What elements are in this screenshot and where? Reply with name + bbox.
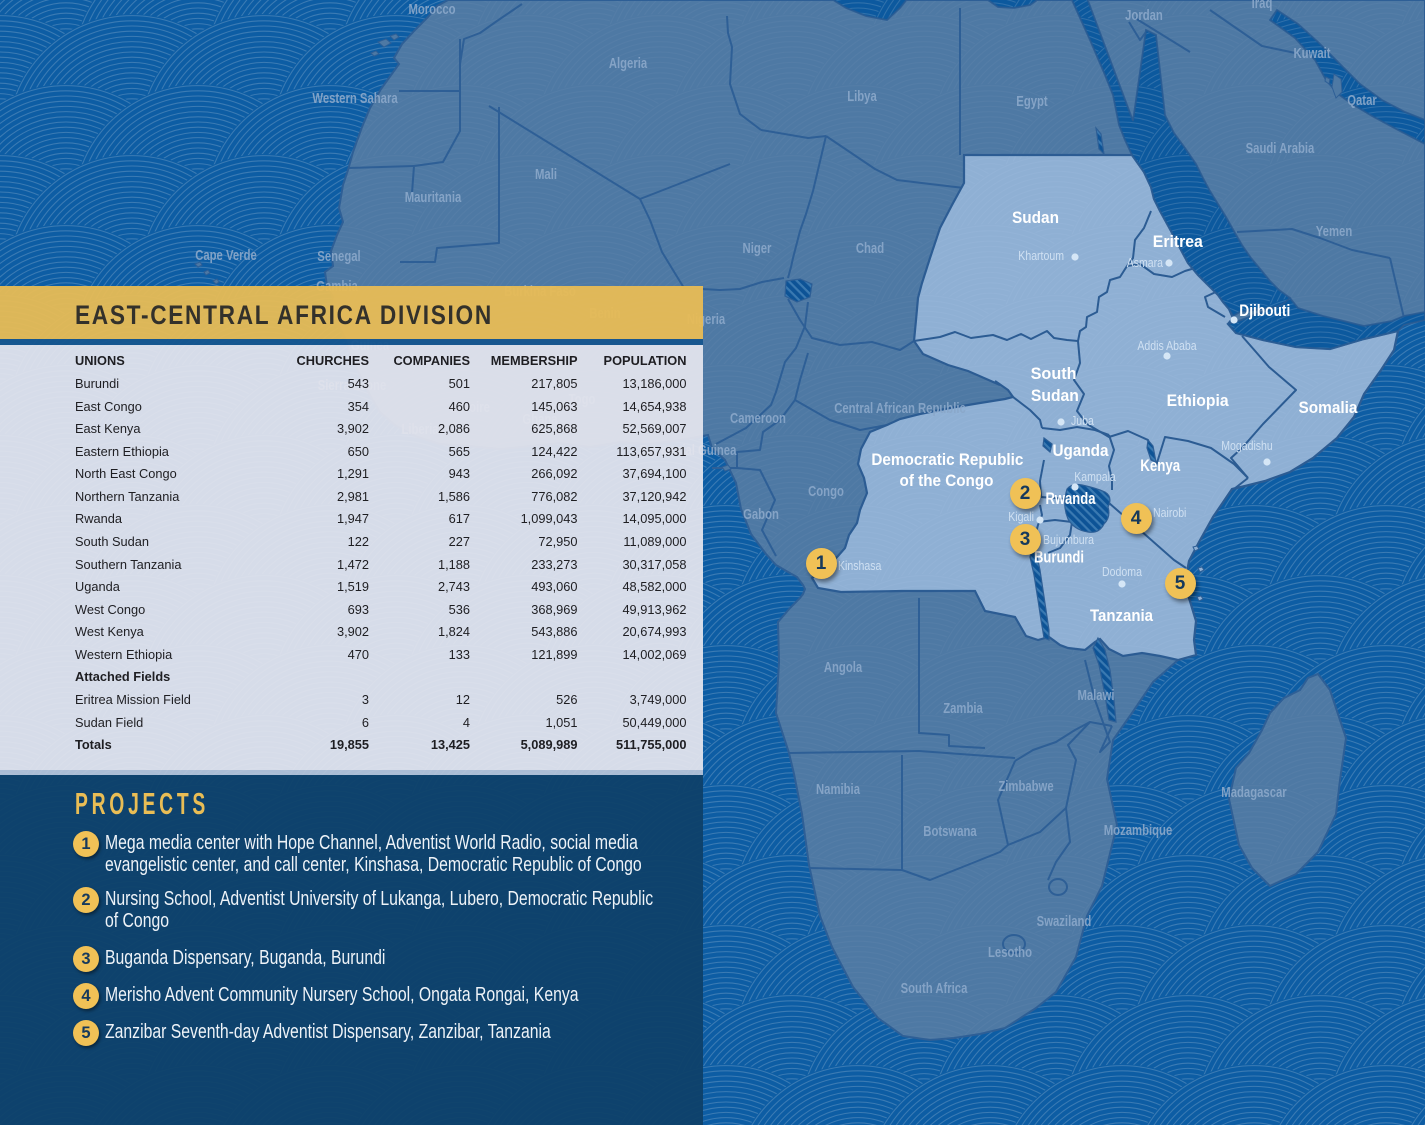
svg-text:Kigali: Kigali xyxy=(1008,509,1034,524)
svg-text:Libya: Libya xyxy=(847,89,877,105)
svg-text:Dodoma: Dodoma xyxy=(1102,564,1142,579)
svg-text:Kuwait: Kuwait xyxy=(1293,46,1330,62)
svg-text:South Africa: South Africa xyxy=(901,981,969,997)
svg-text:Algeria: Algeria xyxy=(609,56,648,72)
svg-text:Ethiopia: Ethiopia xyxy=(1167,391,1229,410)
svg-text:Botswana: Botswana xyxy=(923,824,977,840)
svg-text:Namibia: Namibia xyxy=(816,782,861,798)
svg-text:Chad: Chad xyxy=(856,241,884,257)
svg-text:Tanzania: Tanzania xyxy=(1090,606,1153,625)
svg-text:Sudan: Sudan xyxy=(1012,208,1059,227)
svg-text:Morocco: Morocco xyxy=(408,2,455,18)
svg-text:Jordan: Jordan xyxy=(1125,8,1163,24)
svg-text:Addis Ababa: Addis Ababa xyxy=(1137,338,1197,353)
svg-text:Eritrea: Eritrea xyxy=(1153,232,1203,251)
svg-text:Sudan: Sudan xyxy=(1031,386,1079,405)
svg-text:Qatar: Qatar xyxy=(1347,93,1377,109)
svg-text:Senegal: Senegal xyxy=(317,249,360,265)
svg-text:Kenya: Kenya xyxy=(1140,456,1180,475)
svg-text:Nairobi: Nairobi xyxy=(1153,505,1186,520)
svg-text:Niger: Niger xyxy=(743,241,772,257)
svg-text:Mali: Mali xyxy=(535,167,557,183)
svg-text:Uganda: Uganda xyxy=(1053,441,1109,460)
svg-text:Yemen: Yemen xyxy=(1316,224,1353,240)
svg-text:Rwanda: Rwanda xyxy=(1046,489,1096,508)
svg-text:Kampala: Kampala xyxy=(1074,469,1116,484)
svg-text:Burundi: Burundi xyxy=(1034,548,1084,567)
svg-text:Mozambique: Mozambique xyxy=(1104,823,1173,839)
svg-text:Democratic Republic: Democratic Republic xyxy=(871,450,1023,469)
svg-text:Zambia: Zambia xyxy=(943,701,983,717)
svg-text:Zimbabwe: Zimbabwe xyxy=(998,779,1053,795)
svg-text:Juba: Juba xyxy=(1071,413,1094,428)
svg-text:Central African Republic: Central African Republic xyxy=(834,401,966,417)
svg-text:Somalia: Somalia xyxy=(1299,398,1358,417)
svg-text:Iraq: Iraq xyxy=(1252,0,1273,12)
svg-text:Cameroon: Cameroon xyxy=(730,411,786,427)
svg-text:Bujumbura: Bujumbura xyxy=(1043,532,1095,547)
svg-text:South: South xyxy=(1031,364,1077,383)
svg-text:Djibouti: Djibouti xyxy=(1239,301,1290,320)
svg-text:Malawi: Malawi xyxy=(1077,688,1114,704)
svg-text:Mauritania: Mauritania xyxy=(405,190,462,206)
svg-text:Saudi Arabia: Saudi Arabia xyxy=(1246,141,1315,157)
svg-text:Western Sahara: Western Sahara xyxy=(312,91,398,107)
svg-text:Asmara: Asmara xyxy=(1127,255,1164,270)
svg-text:Swaziland: Swaziland xyxy=(1037,914,1092,930)
svg-text:Mogadishu: Mogadishu xyxy=(1221,438,1273,453)
svg-text:Khartoum: Khartoum xyxy=(1018,248,1064,263)
svg-text:Angola: Angola xyxy=(824,660,863,676)
svg-text:Cape Verde: Cape Verde xyxy=(195,248,257,264)
svg-text:of the Congo: of the Congo xyxy=(900,471,994,490)
svg-text:Congo: Congo xyxy=(808,484,844,500)
svg-text:Gabon: Gabon xyxy=(743,507,779,523)
svg-text:Madagascar: Madagascar xyxy=(1221,785,1287,801)
svg-text:Lesotho: Lesotho xyxy=(988,945,1032,961)
svg-text:Kinshasa: Kinshasa xyxy=(838,558,882,573)
svg-text:Egypt: Egypt xyxy=(1016,94,1048,110)
